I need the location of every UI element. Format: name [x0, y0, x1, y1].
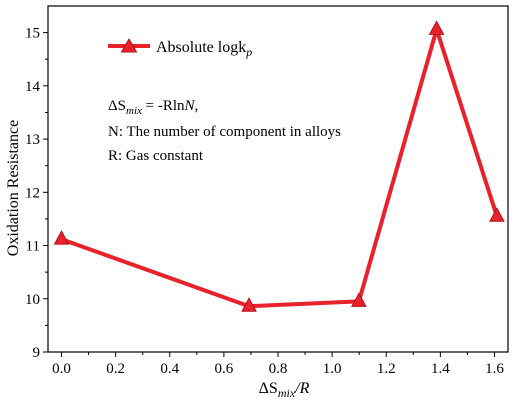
y-tick-label: 11 — [26, 239, 40, 255]
annotation-block: ΔSmix = -RlnN, N: The number of componen… — [108, 98, 341, 164]
annotation-line-3: R: Gas constant — [108, 148, 204, 164]
x-tick-label: 0.8 — [269, 361, 288, 377]
plot-border — [47, 5, 509, 353]
annotation-1-sub: mix — [126, 105, 142, 117]
legend-label-text: Absolute logk — [156, 39, 246, 56]
legend-label-sub: p — [245, 45, 252, 59]
y-tick-label: 15 — [25, 26, 40, 42]
y-tick-label: 13 — [25, 132, 40, 148]
series-line — [60, 27, 499, 309]
x-tick-label: 0.6 — [215, 361, 234, 377]
x-tick-label: 1.6 — [485, 361, 504, 377]
x-axis-ticks: 0.0 0.2 0.4 0.6 0.8 1.0 1.2 1.4 1.6 — [52, 352, 504, 377]
x-tick-label: 0.2 — [106, 361, 125, 377]
data-point-marker — [351, 292, 367, 307]
x-axis-title-sub: mix — [278, 386, 296, 400]
annotation-1-rest: = -Rln — [142, 98, 185, 114]
x-axis-title: ΔSmix/R — [259, 380, 310, 400]
plot-frame — [47, 5, 509, 353]
x-axis-title-base: ΔS — [259, 380, 278, 397]
data-point-marker — [428, 20, 445, 35]
series-group — [53, 20, 505, 312]
annotation-line-2: N: The number of component in alloys — [108, 124, 341, 140]
y-tick-label: 10 — [25, 292, 40, 308]
legend: Absolute logkp — [108, 37, 252, 59]
annotation-line-1: ΔSmix = -RlnN, — [108, 98, 198, 117]
data-point-marker — [53, 230, 70, 245]
legend-label: Absolute logkp — [156, 39, 252, 59]
annotation-1-base: ΔS — [108, 98, 126, 114]
data-point-marker — [241, 297, 257, 312]
x-tick-label: 0.0 — [52, 361, 71, 377]
x-tick-label: 1.2 — [377, 361, 396, 377]
x-axis-title-rest: /R — [294, 380, 309, 397]
legend-marker — [120, 37, 138, 53]
x-tick-label: 1.0 — [323, 361, 342, 377]
y-tick-label: 9 — [33, 345, 41, 361]
y-axis-title: Oxidation Resistance — [5, 120, 22, 256]
y-tick-label: 12 — [25, 185, 40, 201]
x-tick-label: 1.4 — [431, 361, 450, 377]
y-tick-label: 14 — [25, 79, 41, 95]
x-tick-label: 0.4 — [160, 361, 179, 377]
annotation-1-var: N — [184, 98, 196, 114]
annotation-1-end: , — [195, 98, 199, 114]
data-point-marker — [489, 207, 505, 222]
y-axis-ticks: 9 10 11 12 13 14 15 — [25, 26, 48, 361]
